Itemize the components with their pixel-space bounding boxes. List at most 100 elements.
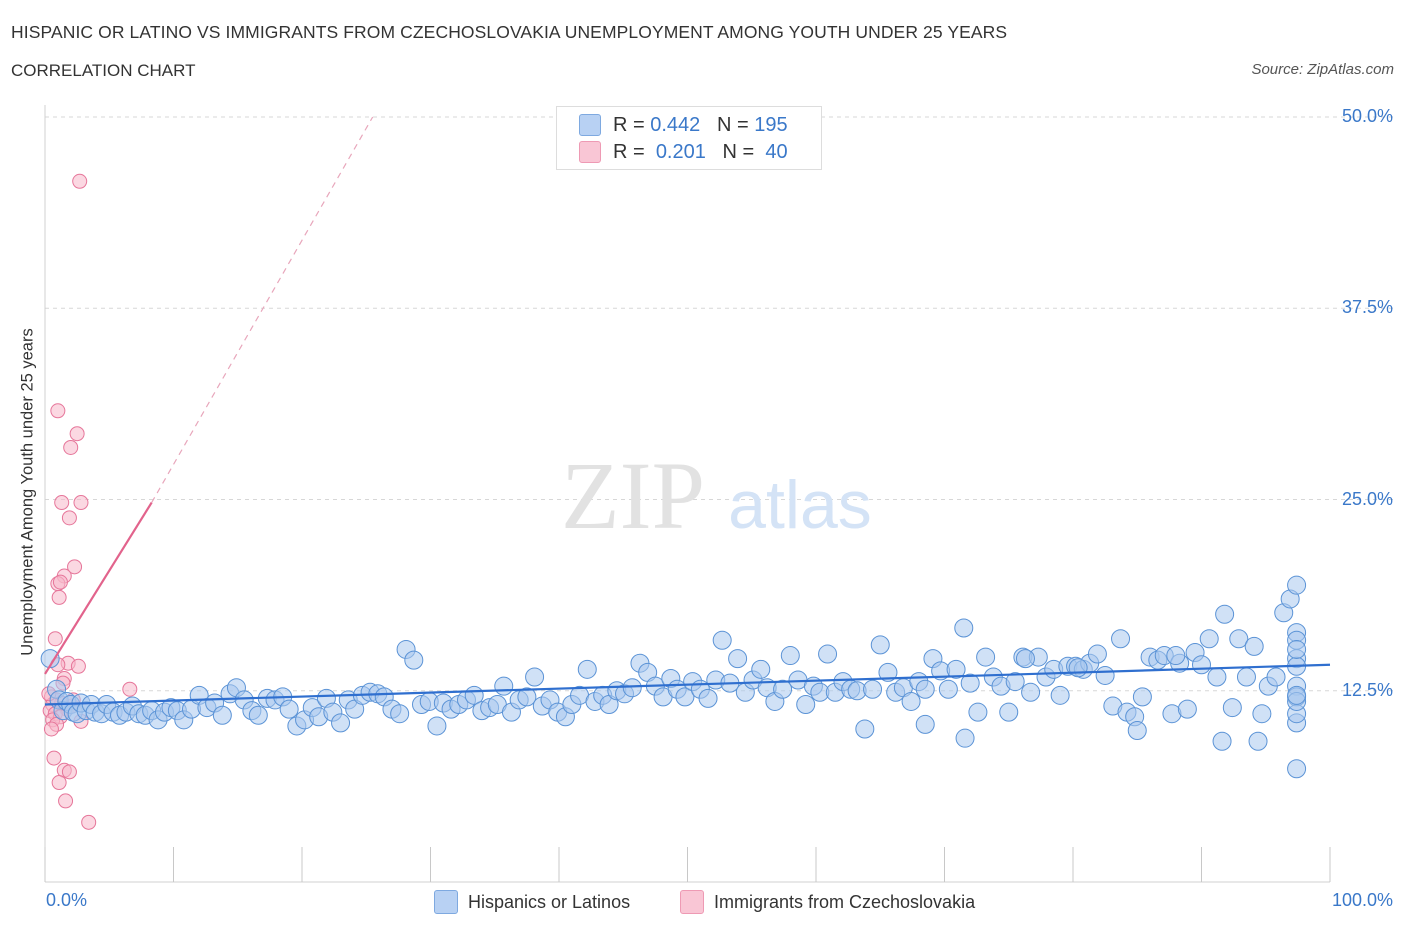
chart-subtitle: CORRELATION CHART	[11, 61, 196, 80]
blue-point	[1236, 667, 1256, 687]
blue-point	[946, 659, 966, 679]
blue-point	[675, 687, 695, 707]
blue-point	[999, 702, 1019, 722]
blue-point	[1287, 759, 1307, 779]
r-label: R =	[613, 140, 645, 163]
blue-point	[1215, 604, 1235, 624]
pink-point	[72, 173, 88, 189]
pink-point	[58, 793, 74, 809]
pink-point	[52, 574, 68, 590]
pink-swatch	[579, 141, 601, 163]
stats-legend-row-blue: R = 0.442 N = 195	[579, 113, 788, 137]
pink-point	[46, 750, 62, 766]
blue-point	[1287, 575, 1307, 595]
blue-point	[728, 649, 748, 669]
blue-point	[773, 679, 793, 699]
pink-trend-line	[44, 501, 153, 675]
blue-swatch	[579, 114, 601, 136]
trend-lines	[44, 116, 1331, 706]
blue-point	[955, 728, 975, 748]
blue-point	[494, 676, 514, 696]
watermark-zip: ZIP	[561, 442, 705, 549]
blue-point	[331, 713, 351, 733]
blue-point	[427, 716, 447, 736]
pink-point	[51, 775, 67, 791]
blue-point	[901, 691, 921, 711]
blue-point	[1050, 685, 1070, 705]
blue-point	[1199, 629, 1219, 649]
blue-point	[1266, 667, 1286, 687]
blue-point	[517, 687, 537, 707]
blue-point	[878, 662, 898, 682]
blue-point	[1068, 658, 1088, 678]
pink-point	[61, 510, 77, 526]
blue-point	[1111, 629, 1131, 649]
x-tick-label-max: 100.0%	[1331, 890, 1393, 910]
blue-point	[1222, 698, 1242, 718]
blue-point	[1244, 636, 1264, 656]
legend-label-czechoslovakia: Immigrants from Czechoslovakia	[714, 891, 976, 912]
chart-title: HISPANIC OR LATINO VS IMMIGRANTS FROM CZ…	[11, 22, 1008, 42]
blue-point	[1087, 644, 1107, 664]
blue-point	[1177, 699, 1197, 719]
blue-point	[1192, 655, 1211, 675]
blue-point	[863, 679, 883, 699]
blue-point	[1021, 682, 1041, 702]
blue-point	[960, 673, 980, 693]
blue-point	[751, 659, 771, 679]
n-value-pink: 40	[765, 140, 788, 163]
legend-item-czechoslovakia[interactable]: Immigrants from Czechoslovakia	[680, 889, 975, 915]
r-value-pink: 0.201	[655, 140, 706, 163]
blue-point	[1212, 731, 1232, 751]
watermark: ZIP atlas	[561, 442, 872, 549]
blue-points	[40, 575, 1307, 779]
blue-point	[1166, 646, 1186, 666]
y-tick-label: 12.5%	[1341, 679, 1393, 700]
pink-swatch	[680, 890, 704, 914]
blue-point	[855, 719, 875, 739]
pink-point	[122, 681, 138, 697]
blue-point	[1252, 704, 1272, 724]
pink-point	[69, 426, 85, 442]
pink-point	[47, 631, 63, 647]
stats-legend: R = 0.442 N = 195 R = 0.201 N = 40	[556, 106, 822, 170]
blue-point	[976, 647, 996, 667]
blue-point	[1005, 672, 1025, 692]
legend-label-hispanics: Hispanics or Latinos	[468, 891, 631, 912]
pink-point	[43, 721, 59, 737]
blue-point	[1229, 629, 1249, 649]
blue-point	[577, 659, 597, 679]
blue-swatch	[434, 890, 458, 914]
n-label: N =	[716, 113, 749, 136]
x-axis	[44, 105, 1331, 883]
watermark-atlas: atlas	[728, 467, 872, 543]
pink-points	[41, 173, 138, 830]
blue-point	[1015, 649, 1035, 669]
blue-point	[1287, 685, 1307, 705]
pink-point	[67, 559, 83, 575]
blue-point	[525, 667, 545, 687]
blue-point	[622, 678, 642, 698]
blue-point	[915, 679, 935, 699]
blue-point	[915, 714, 935, 734]
blue-point	[968, 702, 988, 722]
blue-point	[954, 618, 974, 638]
r-label: R =	[613, 113, 645, 136]
blue-point	[1248, 731, 1268, 751]
blue-point	[796, 695, 816, 715]
pink-point	[73, 495, 89, 511]
blue-point	[1287, 639, 1307, 659]
legend-item-hispanics[interactable]: Hispanics or Latinos	[434, 889, 630, 915]
blue-point	[780, 646, 800, 666]
pink-point	[81, 814, 97, 830]
pink-point	[63, 439, 79, 455]
source-note: Source: ZipAtlas.com	[1251, 61, 1394, 78]
blue-point	[279, 699, 299, 719]
y-tick-label: 25.0%	[1341, 488, 1393, 509]
blue-point	[712, 630, 732, 650]
blue-point	[938, 679, 958, 699]
blue-point	[1095, 665, 1115, 685]
blue-point	[1207, 667, 1227, 687]
gridlines	[45, 116, 1395, 692]
blue-point	[390, 704, 410, 724]
